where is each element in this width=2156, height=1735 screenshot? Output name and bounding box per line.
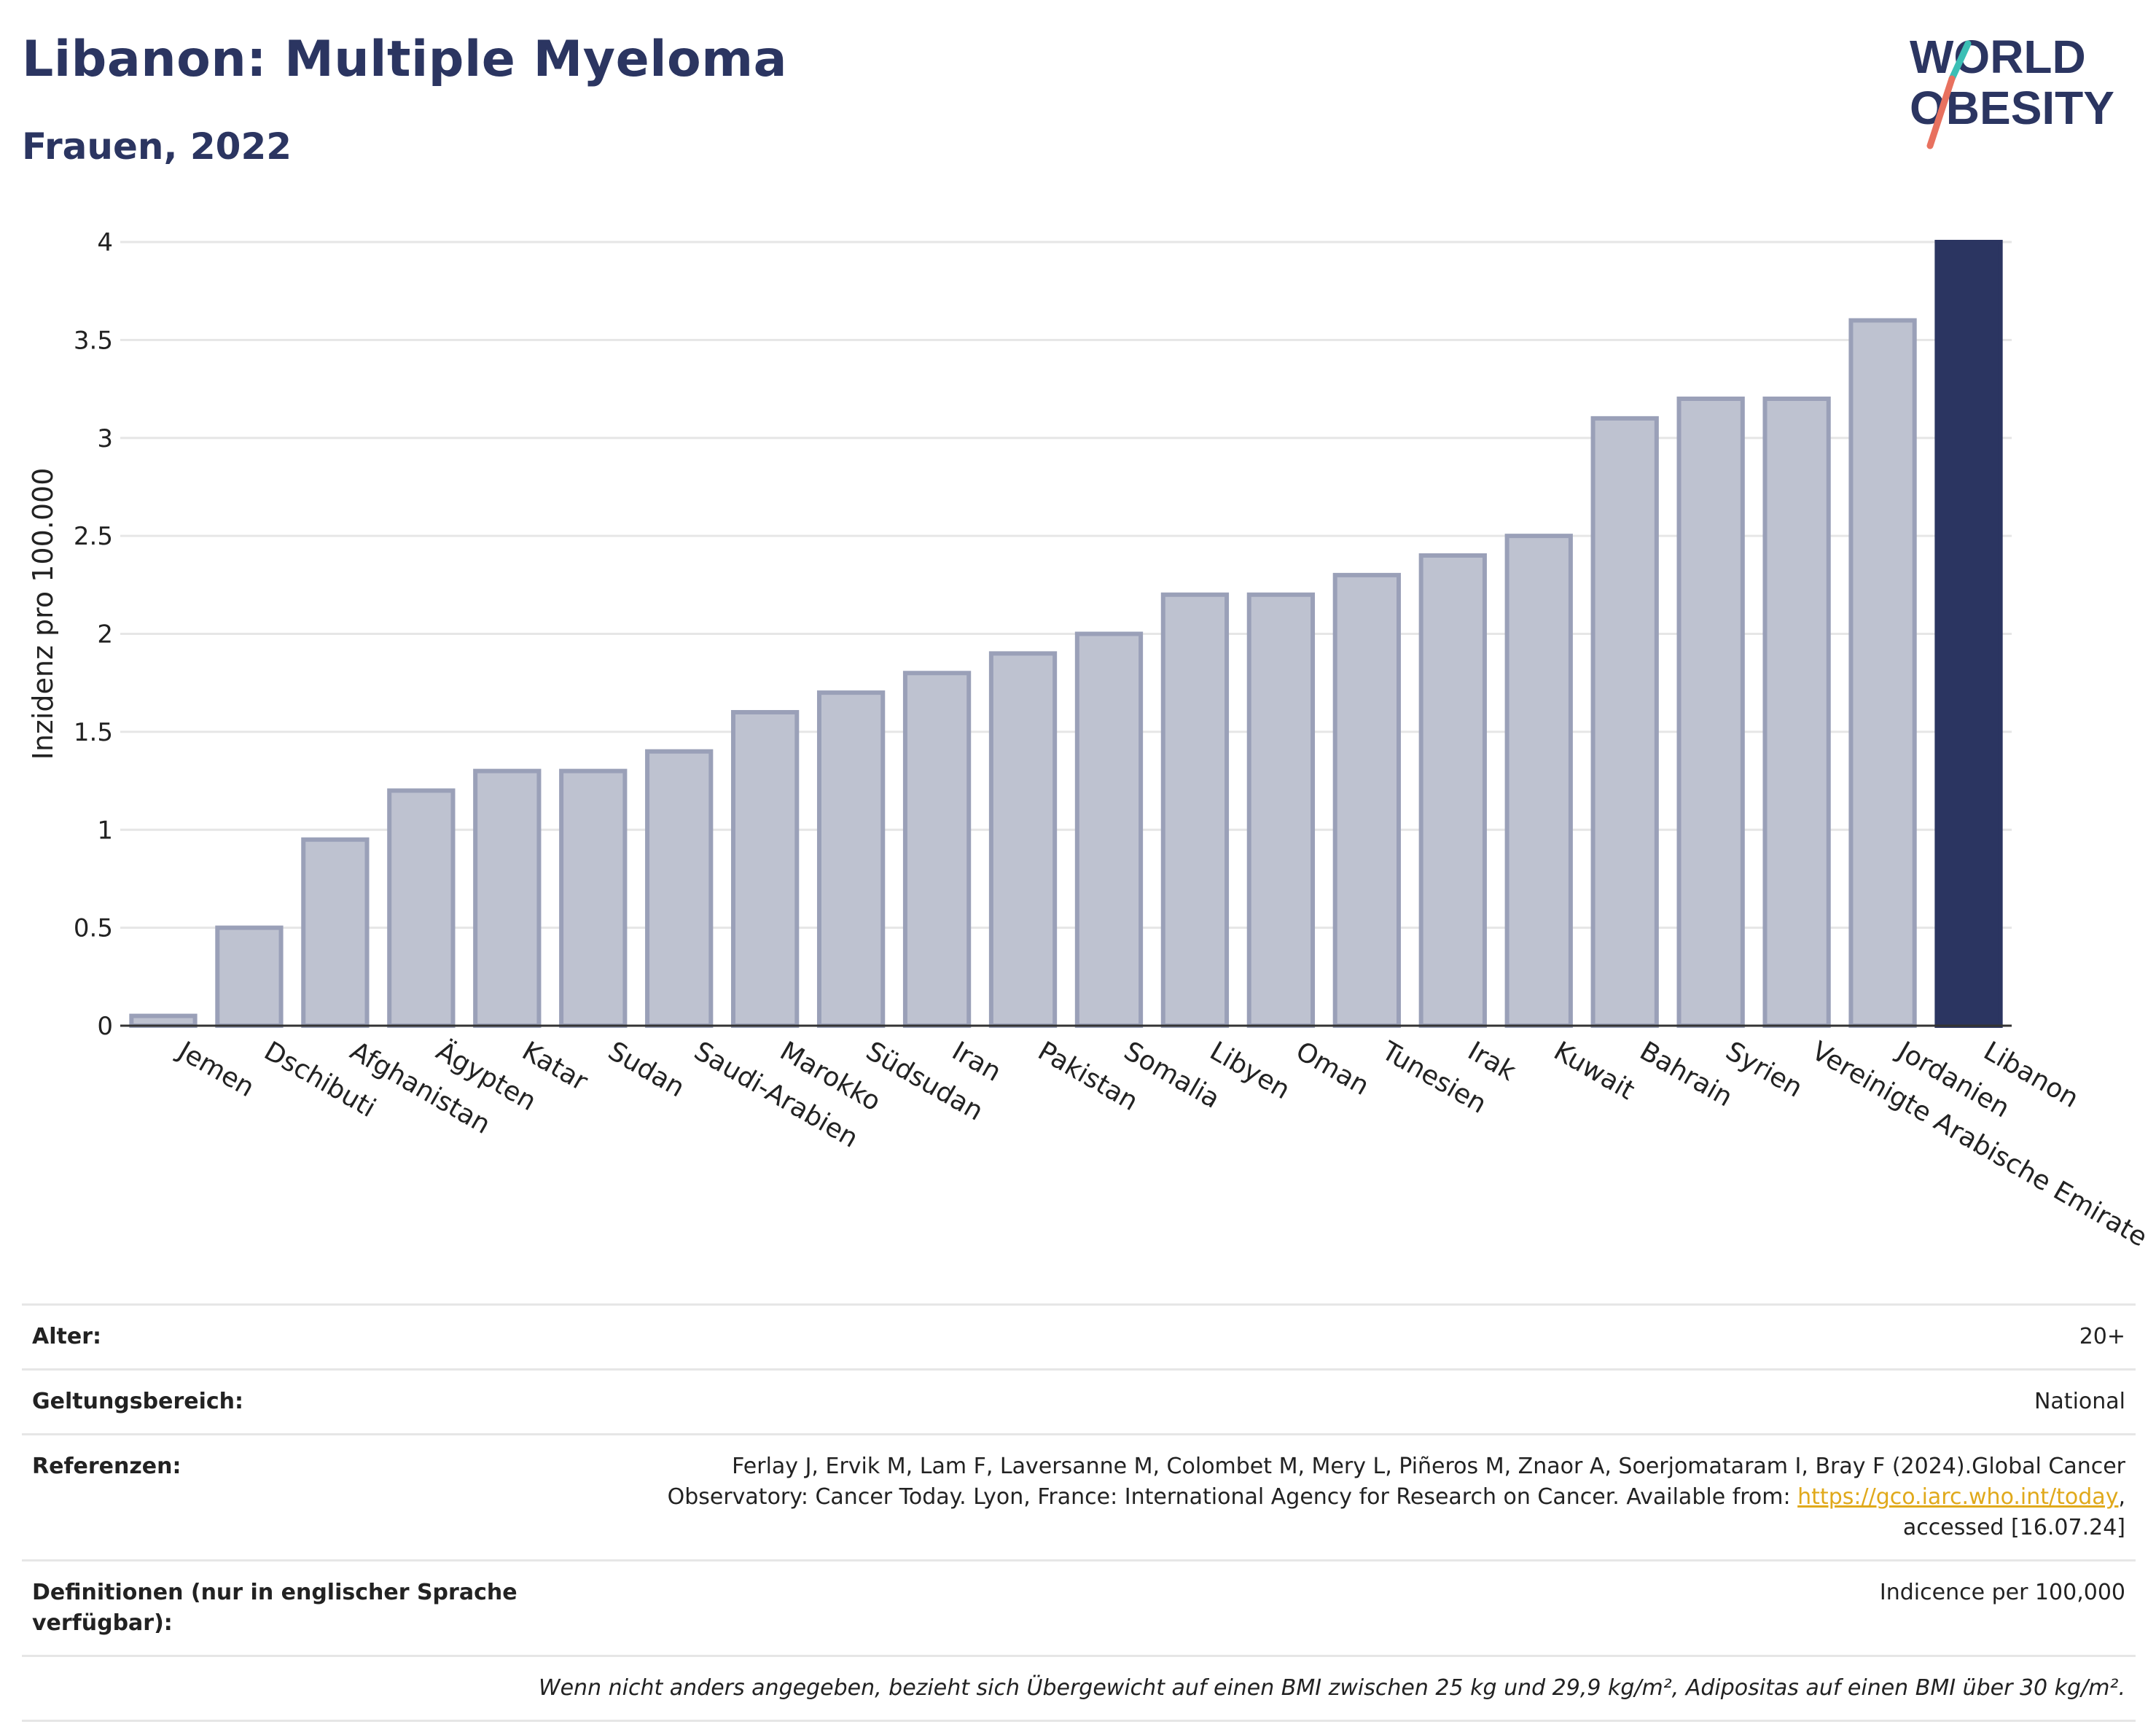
bar-somalia[interactable] (1074, 631, 1144, 1028)
svg-text:WORLD: WORLD (1910, 31, 2086, 83)
bar-jordanien[interactable] (1848, 318, 1917, 1028)
bar-vereinigte-arabische-emirate[interactable] (1762, 397, 1831, 1028)
bar-syrien[interactable] (1676, 397, 1745, 1028)
y-tick-label: 3 (97, 424, 113, 453)
y-tick-label: 1.5 (74, 718, 113, 747)
bar-katar[interactable] (473, 768, 542, 1028)
scope-value: National (2034, 1389, 2125, 1414)
x-tick-label: Iran (947, 1036, 1006, 1088)
y-axis-label: Inzidenz pro 100.000 (27, 468, 59, 760)
x-tick-label: Irak (1463, 1036, 1521, 1087)
x-tick-label: Oman (1291, 1036, 1374, 1102)
reference-accessed: , accessed [16.07.24] (1902, 1484, 2125, 1540)
y-tick-label: 2.5 (74, 522, 113, 551)
info-row-definitions: Definitionen (nur in englischer Sprache … (22, 1559, 2136, 1655)
bars (129, 240, 2003, 1028)
references-value: Ferlay J, Ervik M, Lam F, Laversanne M, … (631, 1451, 2125, 1543)
references-label: Referenzen: (32, 1454, 181, 1479)
info-row-age: Alter: 20+ (22, 1303, 2136, 1368)
page-title: Libanon: Multiple Myeloma (22, 31, 787, 88)
y-axis-ticks: 0 0.5 1 1.5 2 2.5 3 3.5 4 (74, 228, 113, 1041)
bar-jemen[interactable] (129, 1013, 198, 1028)
y-tick-label: 1 (97, 816, 113, 845)
definitions-value: Indicence per 100,000 (1879, 1580, 2125, 1605)
bar-kuwait[interactable] (1504, 534, 1573, 1028)
reference-link[interactable]: https://gco.iarc.who.int/today (1797, 1484, 2119, 1510)
bar-oman[interactable] (1246, 592, 1316, 1028)
bar-dschibuti[interactable] (215, 925, 284, 1028)
x-tick-label: Jemen (172, 1035, 259, 1103)
y-tick-label: 4 (97, 228, 113, 257)
y-tick-label: 3.5 (74, 326, 113, 355)
bar-libanon[interactable] (1934, 240, 2003, 1028)
y-tick-label: 0 (97, 1012, 113, 1041)
info-row-note: Wenn nicht anders angegeben, bezieht sic… (22, 1655, 2136, 1722)
bar-libyen[interactable] (1160, 592, 1230, 1028)
bar-chart: 0 0.5 1 1.5 2 2.5 3 3.5 4 Jemen DschibutiAfghanis… (27, 228, 2152, 1253)
bar-bahrain[interactable] (1590, 416, 1659, 1028)
x-tick-label: Kuwait (1549, 1036, 1640, 1106)
bar-tunesien[interactable] (1332, 572, 1401, 1028)
info-table: Alter: 20+ Geltungsbereich: National Ref… (22, 1303, 2136, 1722)
y-tick-label: 0.5 (74, 914, 113, 943)
page-subtitle: Frauen, 2022 (22, 125, 292, 168)
bar-pakistan[interactable] (988, 651, 1058, 1028)
bar-iran[interactable] (902, 671, 972, 1028)
info-row-references: Referenzen: Ferlay J, Ervik M, Lam F, La… (22, 1433, 2136, 1559)
bar-saudi-arabien[interactable] (645, 749, 714, 1028)
y-tick-label: 2 (97, 620, 113, 650)
age-label: Alter: (32, 1324, 101, 1349)
age-value: 20+ (2079, 1324, 2125, 1349)
scope-label: Geltungsbereich: (32, 1389, 244, 1414)
bar-südsudan[interactable] (816, 690, 886, 1028)
bar-marokko[interactable] (731, 710, 800, 1028)
world-obesity-logo: WORLD OBESITY (1910, 31, 2114, 149)
bar-sudan[interactable] (559, 768, 628, 1028)
bar-ägypten[interactable] (387, 788, 456, 1028)
info-row-scope: Geltungsbereich: National (22, 1368, 2136, 1433)
definitions-label: Definitionen (nur in englischer Sprache … (32, 1580, 517, 1636)
footnote: Wenn nicht anders angegeben, bezieht sic… (538, 1675, 2125, 1701)
reference-text: Ferlay J, Ervik M, Lam F, Laversanne M, … (667, 1454, 2125, 1510)
bar-afghanistan[interactable] (301, 837, 370, 1028)
x-tick-label: Bahrain (1635, 1036, 1738, 1112)
x-tick-label: Vereinigte Arabische Emirate (1807, 1036, 2152, 1252)
bar-irak[interactable] (1418, 553, 1487, 1028)
x-tick-label: Sudan (603, 1036, 690, 1103)
